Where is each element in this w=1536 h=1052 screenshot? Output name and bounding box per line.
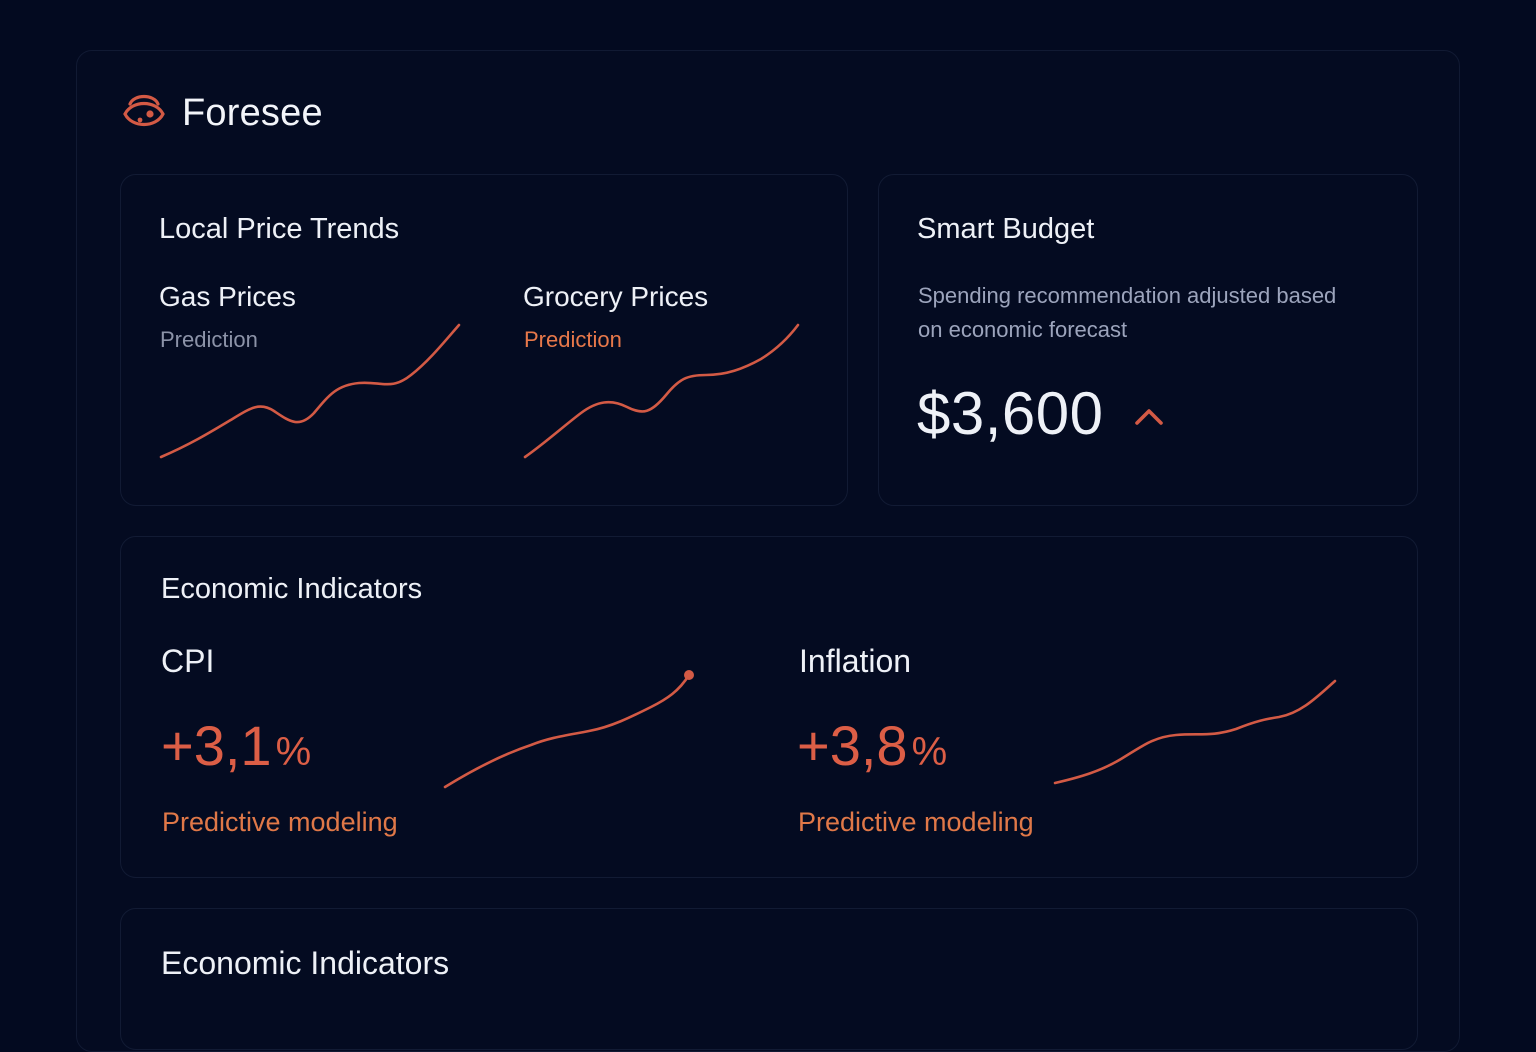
inflation-title: Inflation — [799, 643, 912, 679]
inflation-value-number: +3,8 — [797, 714, 908, 777]
economic-indicators-title-2: Economic Indicators — [161, 945, 450, 981]
economic-indicators-title: Economic Indicators — [161, 573, 423, 605]
economic-indicators-card-2: Economic Indicators — [120, 908, 1418, 1050]
cpi-endpoint-marker — [684, 670, 694, 680]
economic-indicators-card: Economic Indicators CPI +3,1% Predictive… — [120, 536, 1418, 878]
budget-amount: $3,600 — [917, 380, 1104, 447]
cpi-sparkline — [443, 670, 694, 789]
grocery-trend-line — [523, 323, 800, 459]
cpi-trend-line — [443, 673, 691, 789]
gas-prediction-label: Prediction — [160, 327, 258, 352]
gas-prices-title: Gas Prices — [159, 281, 296, 312]
gas-trend-line — [159, 323, 461, 459]
brand[interactable]: Foresee — [120, 88, 323, 138]
chevron-up-icon — [1135, 409, 1163, 425]
eye-logo-icon — [123, 94, 165, 127]
grocery-prices-title: Grocery Prices — [523, 281, 709, 312]
smart-budget-title: Smart Budget — [917, 213, 1095, 245]
inflation-note: Predictive modeling — [798, 807, 1034, 837]
budget-description: Spending recommendation adjusted based o… — [918, 283, 1337, 342]
grocery-prediction-label: Prediction — [524, 327, 622, 352]
cpi-value: +3,1% — [161, 713, 311, 778]
cpi-value-number: +3,1 — [161, 714, 272, 777]
cpi-note: Predictive modeling — [162, 807, 398, 837]
price-trends-title: Local Price Trends — [159, 213, 400, 245]
grocery-price-sparkline — [523, 323, 800, 459]
price-trends-card: Local Price Trends Gas Prices Prediction… — [120, 174, 848, 506]
app-name: Foresee — [182, 91, 323, 134]
cpi-value-unit: % — [275, 730, 312, 774]
inflation-trend-line — [1053, 679, 1337, 785]
inflation-value-unit: % — [911, 730, 948, 774]
inflation-value: +3,8% — [797, 713, 947, 778]
gas-price-sparkline — [159, 323, 461, 459]
smart-budget-card: Smart Budget Spending recommendation adj… — [878, 174, 1418, 506]
cpi-title: CPI — [161, 643, 215, 679]
inflation-sparkline — [1053, 679, 1337, 785]
